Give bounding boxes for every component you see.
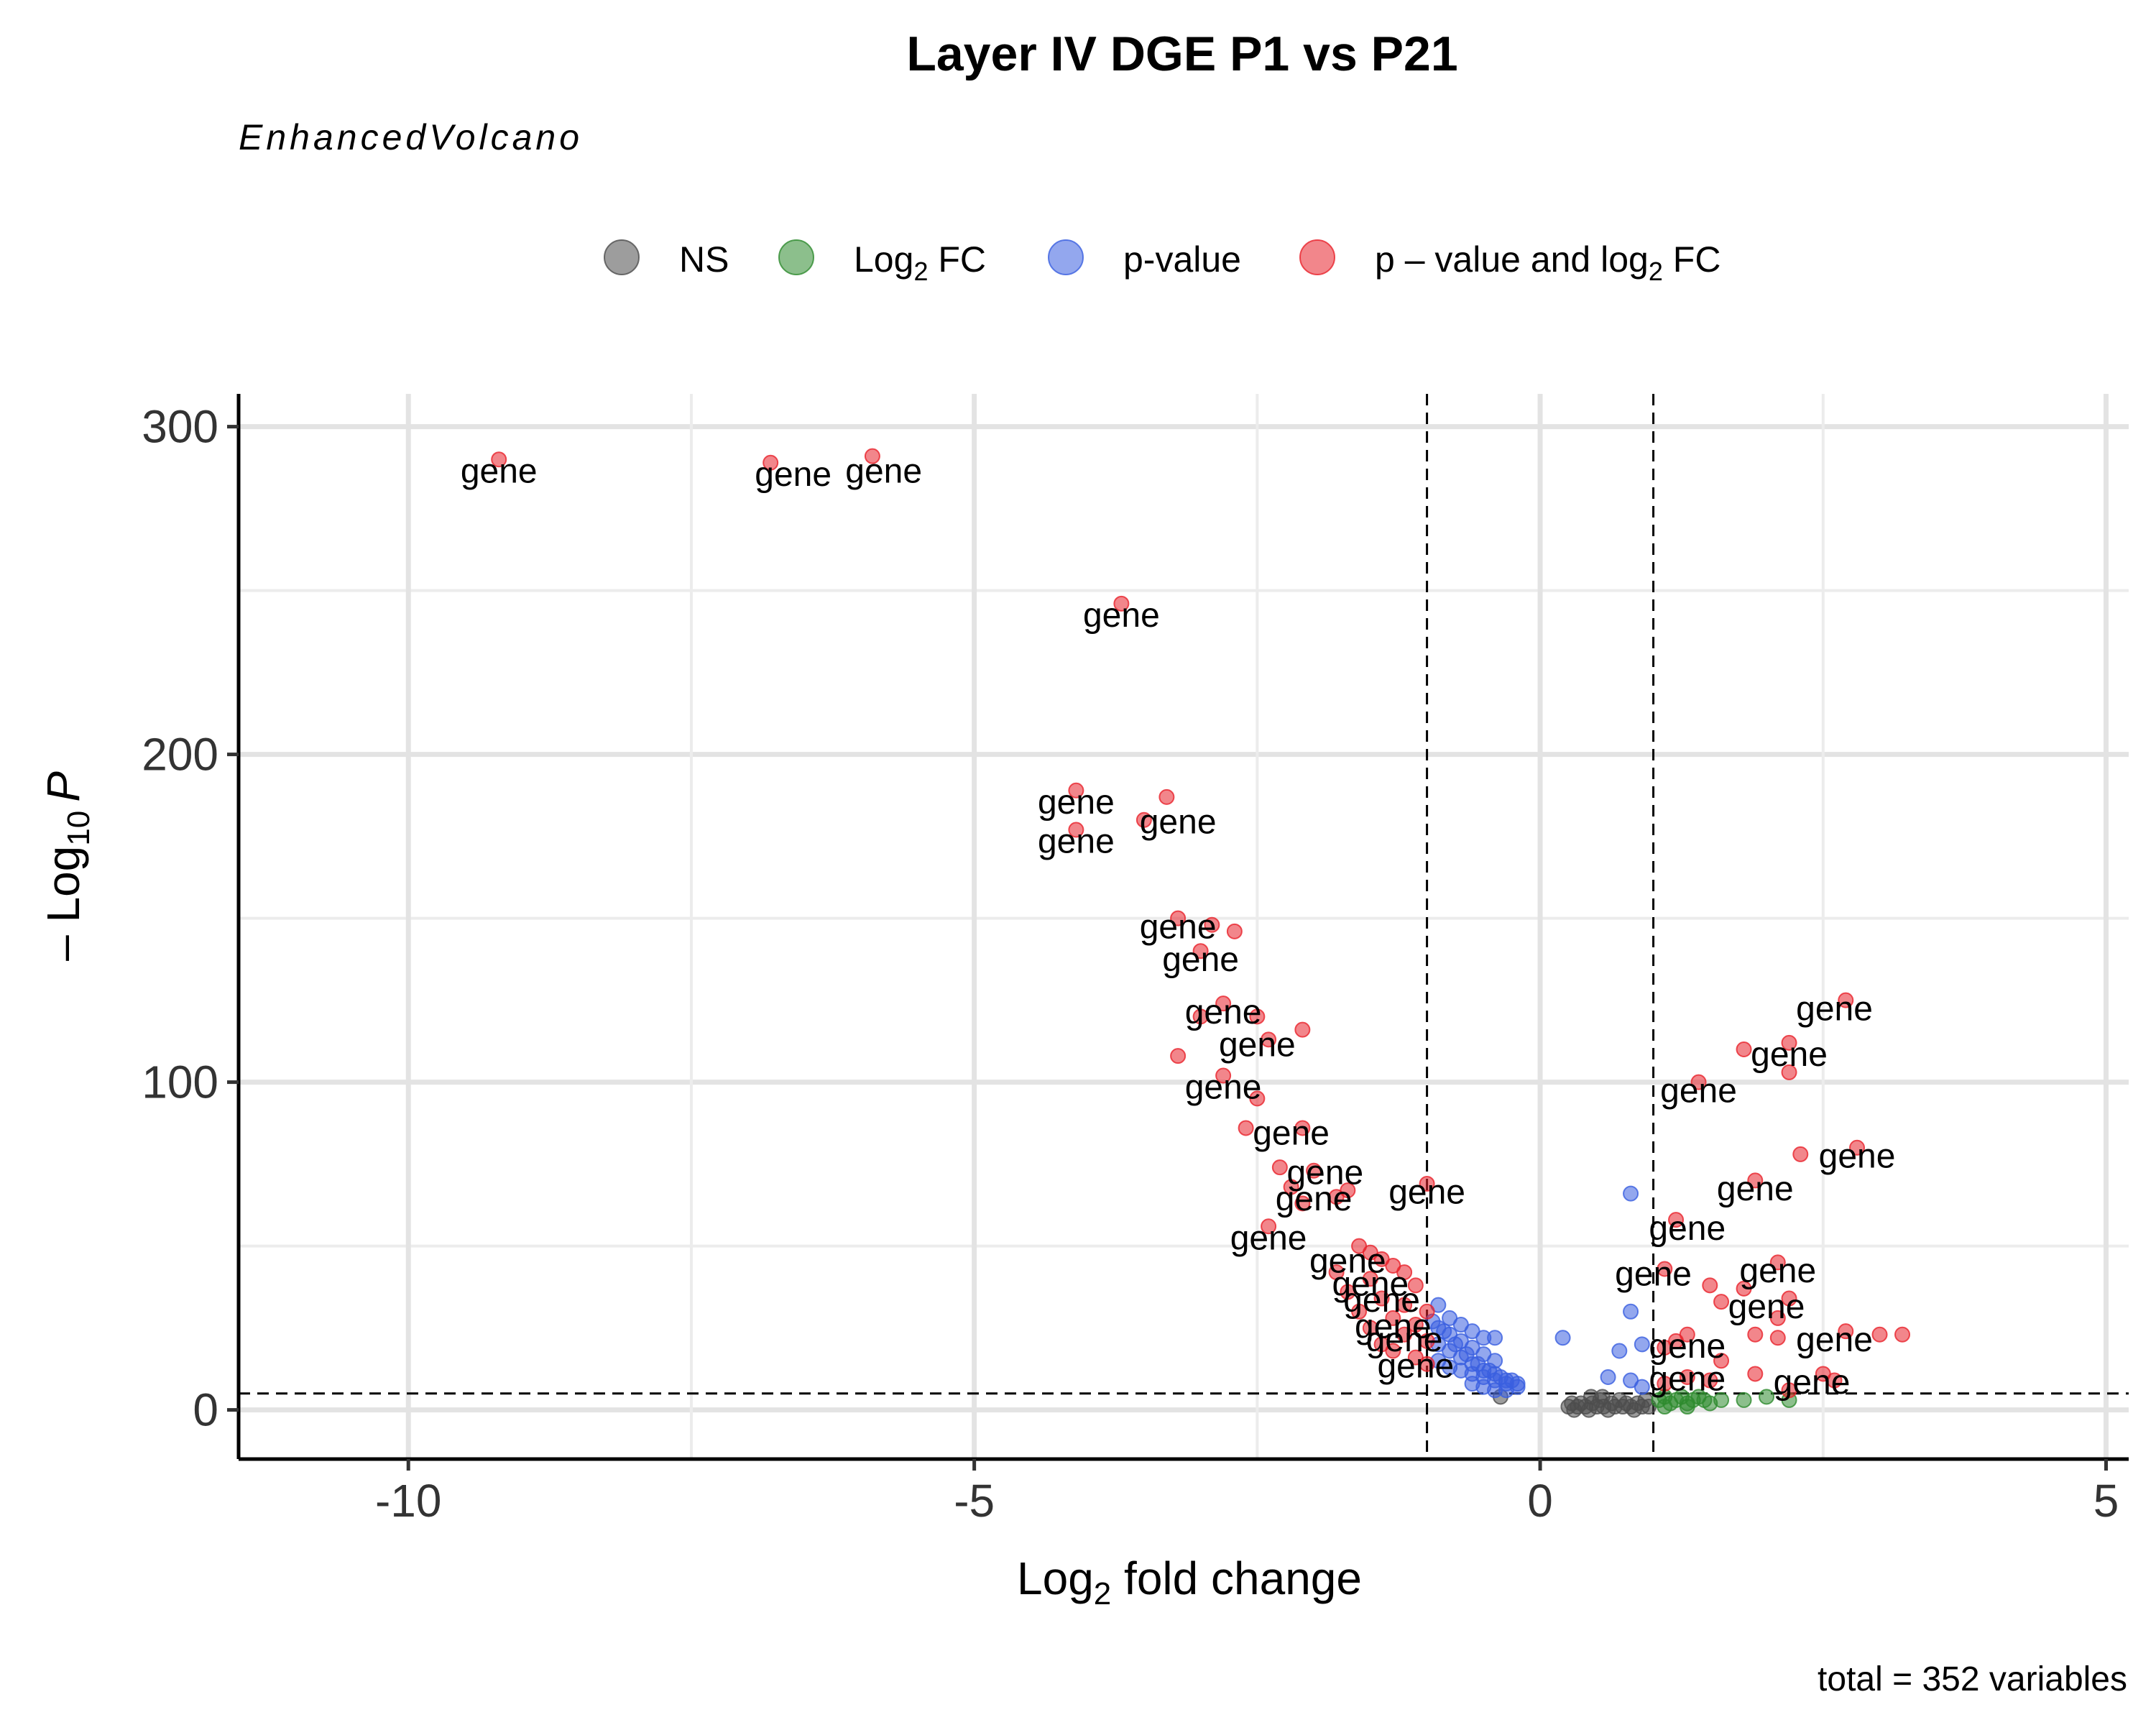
data-point-p (1635, 1337, 1649, 1351)
point-label: gene (1083, 597, 1160, 635)
point-label: gene (461, 452, 538, 490)
data-point-pfc (1171, 1049, 1185, 1063)
data-point-pfc (1771, 1330, 1785, 1345)
data-point-fc (1680, 1399, 1695, 1414)
legend-marker-pfc (1300, 240, 1335, 275)
point-label: gene (1649, 1210, 1726, 1248)
point-label: gene (1388, 1174, 1465, 1212)
data-point-p (1460, 1347, 1474, 1361)
data-point-pfc (1793, 1147, 1807, 1162)
legend-label-p: p-value (1123, 239, 1241, 280)
x-tick-label: -10 (375, 1475, 442, 1527)
data-point-p (1623, 1187, 1638, 1201)
data-point-pfc (1895, 1328, 1909, 1342)
y-tick-label: 0 (193, 1384, 218, 1436)
data-point-p (1612, 1344, 1626, 1358)
data-point-p (1488, 1330, 1502, 1345)
chart-title: Layer IV DGE P1 vs P21 (906, 27, 1457, 81)
x-tick-label: 5 (2093, 1475, 2119, 1527)
y-tick-label: 300 (142, 401, 218, 453)
data-point-fc (1737, 1393, 1751, 1407)
legend-label-ns: NS (679, 239, 729, 280)
y-tick-label: 200 (142, 729, 218, 781)
data-point-pfc (1159, 790, 1174, 804)
data-point-pfc (1873, 1328, 1887, 1342)
data-point-ns (1595, 1389, 1610, 1404)
data-point-fc (1657, 1399, 1672, 1414)
data-point-pfc (1703, 1278, 1717, 1292)
point-label: gene (1276, 1180, 1353, 1218)
data-point-fc (1759, 1389, 1774, 1404)
point-label: gene (1739, 1252, 1816, 1290)
point-label: gene (1717, 1170, 1794, 1208)
data-point-pfc (1295, 1023, 1309, 1037)
point-label: gene (755, 456, 831, 494)
point-label: gene (1038, 783, 1115, 822)
data-point-pfc (1737, 1042, 1751, 1057)
point-label: gene (1615, 1256, 1692, 1294)
data-point-pfc (1714, 1294, 1728, 1309)
legend-label-pfc: p – value and log2 FC (1375, 239, 1720, 286)
chart-caption: total = 352 variables (1818, 1660, 2127, 1698)
point-label: gene (1728, 1288, 1805, 1326)
point-label: gene (1140, 803, 1217, 841)
point-label: gene (1796, 1321, 1873, 1359)
point-label: gene (1253, 1115, 1330, 1153)
legend-marker-fc (779, 240, 814, 275)
legend-marker-p (1049, 240, 1083, 275)
data-point-p (1601, 1370, 1616, 1384)
data-point-pfc (1227, 924, 1242, 939)
point-label: gene (1185, 1069, 1262, 1107)
legend-marker-ns (604, 240, 639, 275)
data-point-p (1556, 1330, 1570, 1345)
point-label: gene (1162, 941, 1239, 979)
point-label: gene (1774, 1363, 1851, 1402)
data-point-p (1623, 1305, 1638, 1319)
point-label: gene (1377, 1347, 1454, 1385)
x-tick-label: -5 (954, 1475, 995, 1527)
point-label: gene (1649, 1361, 1726, 1399)
data-point-pfc (1748, 1328, 1762, 1342)
point-label: gene (1751, 1036, 1828, 1074)
data-point-pfc (1748, 1366, 1762, 1381)
data-point-pfc (1273, 1160, 1287, 1174)
point-label: gene (1038, 823, 1115, 861)
data-point-p (1635, 1380, 1649, 1394)
point-label: gene (845, 452, 922, 490)
data-point-pfc (1239, 1121, 1253, 1135)
point-label: gene (1219, 1026, 1296, 1064)
point-label: gene (1819, 1137, 1896, 1175)
point-label: gene (1796, 990, 1873, 1028)
y-tick-label: 100 (142, 1057, 218, 1108)
y-axis-label: – Log10P (37, 771, 96, 961)
point-label: gene (1660, 1072, 1737, 1110)
chart-subtitle: EnhancedVolcano (239, 117, 583, 157)
x-axis-label: Log2 fold change (1017, 1552, 1362, 1611)
data-point-p (1505, 1374, 1519, 1388)
x-tick-label: 0 (1527, 1475, 1553, 1527)
point-label: gene (1230, 1219, 1307, 1257)
